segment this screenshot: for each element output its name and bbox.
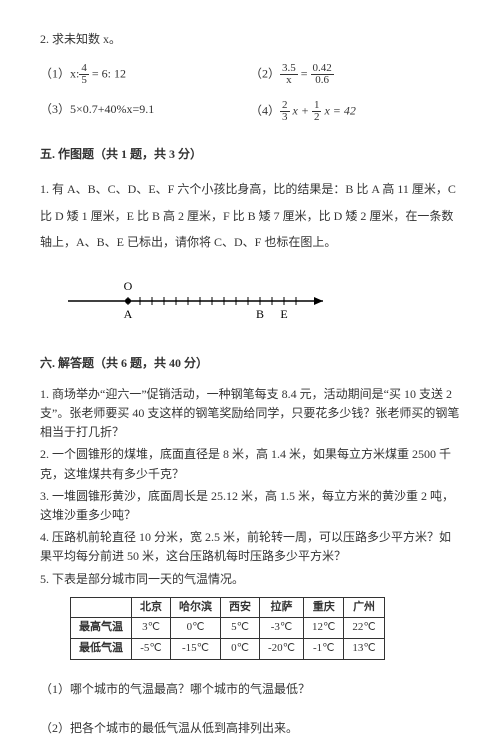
table-row-low: 最低气温-5℃-15℃0℃-20℃-1℃13℃	[71, 638, 385, 659]
table-cell: -15℃	[171, 638, 221, 659]
table-header-cell: 北京	[132, 597, 171, 618]
eq-4: （4）23 x + 12 x = 42	[250, 100, 460, 123]
table-cell: 0℃	[171, 618, 221, 639]
eq4-prefix: （4）	[250, 103, 280, 117]
eq2-rfrac: 0.420.6	[311, 63, 334, 86]
table-row-label: 最高气温	[71, 618, 132, 639]
table-header-cell: 拉萨	[260, 597, 304, 618]
table-header-cell: 重庆	[304, 597, 344, 618]
eq2-mid: =	[298, 66, 311, 80]
question-list: 1. 商场举办“迎六一”促销活动，一种钢笔每支 8.4 元，活动期间是“买 10…	[40, 385, 460, 589]
eq4-f1: 23	[280, 100, 290, 123]
table-header-cell	[71, 597, 132, 618]
table-cell: 3℃	[132, 618, 171, 639]
eq4-f1d: 3	[280, 112, 290, 123]
section-5-question: 1. 有 A、B、C、D、E、F 六个小孩比身高，比的结果是：B 比 A 高 1…	[40, 176, 460, 255]
table-cell: 0℃	[221, 638, 260, 659]
q5-sub-1: （1）哪个城市的气温最高？哪个城市的气温最低？	[40, 680, 460, 699]
section-5-title: 五. 作图题（共 1 题，共 3 分）	[40, 145, 460, 164]
svg-text:B: B	[256, 307, 264, 321]
eq1-suffix: = 6: 12	[89, 66, 126, 80]
eq-1: （1）x:45 = 6: 12	[40, 63, 250, 86]
eq2-lden: x	[280, 75, 298, 86]
table-cell: -3℃	[260, 618, 304, 639]
q6-3: 3. 一堆圆锥形黄沙，底面周长是 25.12 米，高 1.5 米，每立方米的黄沙…	[40, 487, 460, 525]
equation-row-2: （3）5×0.7+40%x=9.1 （4）23 x + 12 x = 42	[40, 100, 460, 123]
table-cell: -1℃	[304, 638, 344, 659]
eq-2: （2）3.5x = 0.420.6	[250, 63, 460, 86]
svg-text:E: E	[280, 307, 287, 321]
eq1-prefix: （1）x:	[40, 66, 79, 80]
table-header-row: 北京哈尔滨西安拉萨重庆广州	[71, 597, 385, 618]
table-cell: 22℃	[344, 618, 384, 639]
table-cell: 5℃	[221, 618, 260, 639]
q6-4: 4. 压路机前轮直径 10 分米，宽 2.5 米，前轮转一周，可以压路多少平方米…	[40, 528, 460, 566]
eq2-prefix: （2）	[250, 66, 280, 80]
table-cell: 13℃	[344, 638, 384, 659]
number-line-diagram: OA B E	[58, 276, 460, 332]
eq4-mid1: x +	[290, 103, 312, 117]
equation-row-1: （1）x:45 = 6: 12 （2）3.5x = 0.420.6	[40, 63, 460, 86]
eq4-suffix: x = 42	[321, 103, 355, 117]
section-6-title: 六. 解答题（共 6 题，共 40 分）	[40, 354, 460, 373]
eq2-rden: 0.6	[311, 75, 334, 86]
q6-5: 5. 下表是部分城市同一天的气温情况。	[40, 570, 460, 589]
svg-text:O: O	[124, 279, 133, 293]
number-line-svg: OA B E	[58, 276, 338, 326]
table-row-label: 最低气温	[71, 638, 132, 659]
table-header-cell: 西安	[221, 597, 260, 618]
question-2-title: 2. 求未知数 x。	[40, 30, 460, 49]
q6-1: 1. 商场举办“迎六一”促销活动，一种钢笔每支 8.4 元，活动期间是“买 10…	[40, 385, 460, 443]
temperature-table: 北京哈尔滨西安拉萨重庆广州 最高气温3℃0℃5℃-3℃12℃22℃ 最低气温-5…	[70, 597, 385, 660]
table-row-high: 最高气温3℃0℃5℃-3℃12℃22℃	[71, 618, 385, 639]
table-header-cell: 广州	[344, 597, 384, 618]
eq1-den: 5	[79, 75, 89, 86]
eq2-lfrac: 3.5x	[280, 63, 298, 86]
eq1-frac: 45	[79, 63, 89, 86]
svg-text:A: A	[124, 307, 133, 321]
q5-sub-2: （2）把各个城市的最低气温从低到高排列出来。	[40, 719, 460, 738]
table-cell: -20℃	[260, 638, 304, 659]
eq-3: （3）5×0.7+40%x=9.1	[40, 100, 250, 123]
table-cell: 12℃	[304, 618, 344, 639]
table-cell: -5℃	[132, 638, 171, 659]
q6-2: 2. 一个圆锥形的煤堆，底面直径是 8 米，高 1.4 米，如果每立方米煤重 2…	[40, 445, 460, 483]
table-header-cell: 哈尔滨	[171, 597, 221, 618]
